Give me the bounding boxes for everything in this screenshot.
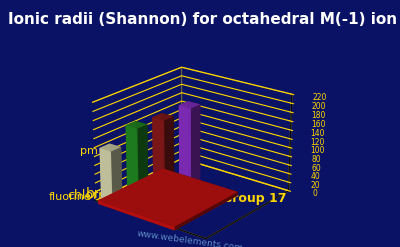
- Text: Ionic radii (Shannon) for octahedral M(-1) ion: Ionic radii (Shannon) for octahedral M(-…: [8, 12, 397, 27]
- Text: www.webelements.com: www.webelements.com: [136, 229, 244, 247]
